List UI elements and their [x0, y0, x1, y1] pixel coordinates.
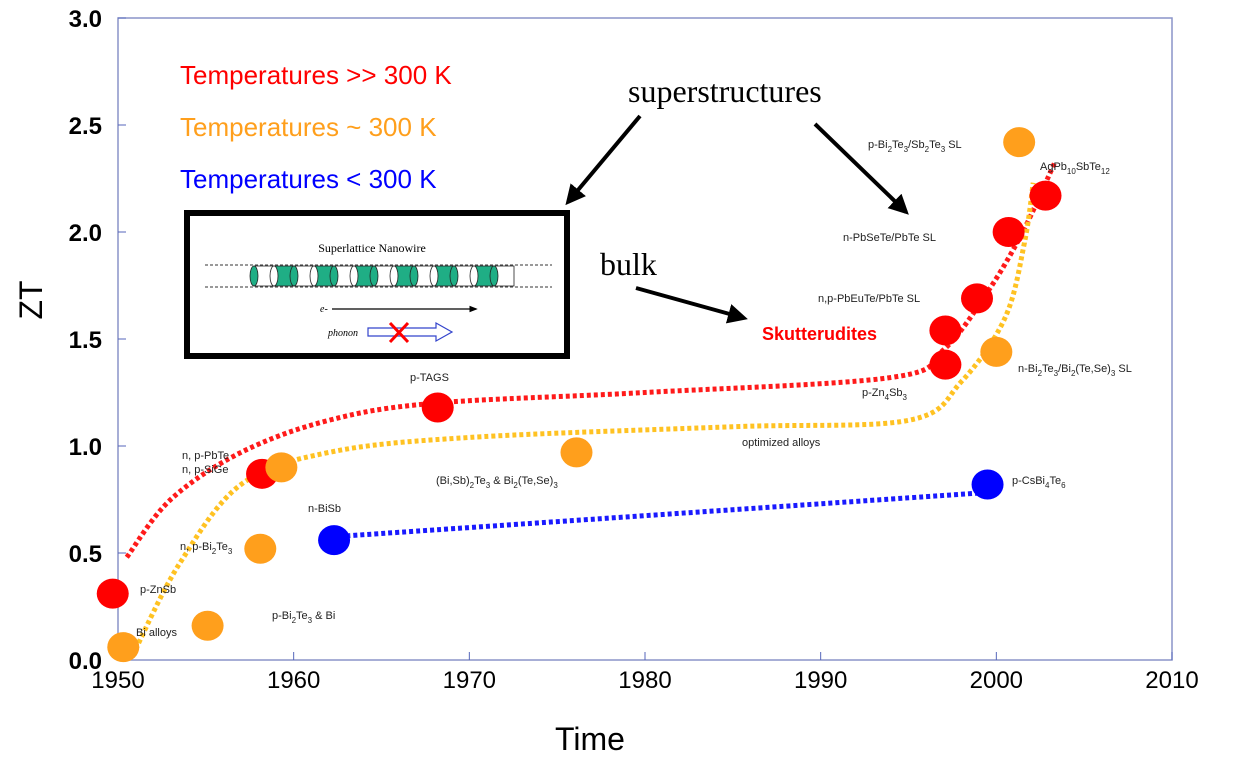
wire-segment-edge — [249, 265, 259, 287]
inset-label: phonon — [327, 328, 358, 339]
y-tick-label: 2.5 — [69, 113, 102, 140]
data-point — [560, 437, 593, 468]
wire-segment-edge — [349, 265, 359, 287]
data-point — [1003, 127, 1036, 158]
trend-line — [346, 490, 979, 539]
annotation: Bi alloys — [136, 627, 177, 639]
annotation: optimized alloys — [742, 437, 821, 449]
data-point — [191, 610, 224, 641]
annotation: p-TAGS — [410, 372, 449, 384]
wire-segment-edge — [409, 265, 419, 287]
legend-entry: Temperatures ~ 300 K — [180, 112, 437, 142]
callout: bulk — [600, 246, 657, 282]
data-point — [929, 315, 962, 346]
wire-segment-edge — [309, 265, 319, 287]
arrow — [565, 114, 642, 206]
annotation: n-BiSb — [308, 503, 341, 515]
data-point — [244, 533, 277, 564]
wire-segment-edge — [269, 265, 279, 287]
x-axis-title: Time — [555, 721, 625, 757]
y-tick-label: 0.0 — [69, 648, 102, 675]
annotation: AgPb10SbTe12 — [1040, 161, 1110, 176]
data-point — [318, 525, 351, 556]
wire-segment-edge — [489, 265, 499, 287]
data-point — [265, 452, 298, 483]
wire-segment-edge — [469, 265, 479, 287]
data-point — [96, 578, 129, 609]
wire-segment-edge — [449, 265, 459, 287]
legend-entry: Temperatures < 300 K — [180, 164, 437, 194]
y-tick-label: 1.0 — [69, 434, 102, 461]
data-point — [421, 392, 454, 423]
y-tick-label: 3.0 — [69, 6, 102, 33]
inset-title: Superlattice Nanowire — [318, 241, 426, 255]
wire-segment-edge — [369, 265, 379, 287]
annotation: p-Bi2Te3 & Bi — [272, 610, 335, 625]
x-tick-label: 1980 — [618, 667, 671, 694]
data-point — [929, 349, 962, 380]
wire-segment-edge — [389, 265, 399, 287]
wire-segment-edge — [429, 265, 439, 287]
nanowire — [249, 265, 515, 287]
y-tick-label: 1.5 — [69, 327, 102, 354]
annotation: p-CsBi4Te6 — [1012, 475, 1066, 490]
annotation: n-Bi2Te3/Bi2(Te,Se)3 SL — [1018, 363, 1132, 378]
x-tick-label: 2000 — [970, 667, 1023, 694]
phonon-arrow — [367, 321, 454, 343]
annotation: n, p-PbTe — [182, 450, 229, 462]
y-tick-label: 0.5 — [69, 541, 102, 568]
x-tick-label: 1950 — [91, 667, 144, 694]
annotation: p-Zn4Sb3 — [862, 387, 908, 402]
callout: superstructures — [628, 73, 822, 109]
annotation: n, p-SiGe — [182, 464, 228, 476]
annotation: n-PbSeTe/PbTe SL — [843, 232, 936, 244]
annotation: n, p-Bi2Te3 — [180, 541, 233, 556]
inset-label: e- — [320, 304, 328, 315]
y-tick-label: 2.0 — [69, 220, 102, 247]
x-tick-label: 2010 — [1145, 667, 1198, 694]
x-tick-label: 1960 — [267, 667, 320, 694]
wire-segment-edge — [289, 265, 299, 287]
wire-segment-edge — [329, 265, 339, 287]
y-axis-title: ZT — [13, 280, 49, 319]
legend-entry: Temperatures >> 300 K — [180, 60, 452, 90]
x-tick-label: 1990 — [794, 667, 847, 694]
data-point — [980, 336, 1013, 367]
data-point — [992, 217, 1025, 247]
trend-line — [133, 182, 1036, 651]
arrow — [635, 286, 748, 324]
inset: Superlattice Nanowire e- phonon — [184, 210, 570, 359]
data-point — [1029, 180, 1062, 211]
callout: Skutterudites — [762, 324, 877, 344]
annotation: p-Bi2Te3/Sb2Te3 SL — [868, 139, 962, 154]
trend-line — [124, 162, 1057, 559]
arrow — [813, 122, 909, 215]
data-point — [961, 283, 994, 314]
annotation: n,p-PbEuTe/PbTe SL — [818, 293, 920, 305]
blocked-mark — [388, 321, 410, 344]
data-point — [971, 469, 1004, 500]
annotation: (Bi,Sb)2Te3 & Bi2(Te,Se)3 — [436, 475, 558, 490]
annotation: p-ZnSb — [140, 584, 176, 596]
data-point — [107, 632, 140, 663]
x-tick-label: 1970 — [443, 667, 496, 694]
